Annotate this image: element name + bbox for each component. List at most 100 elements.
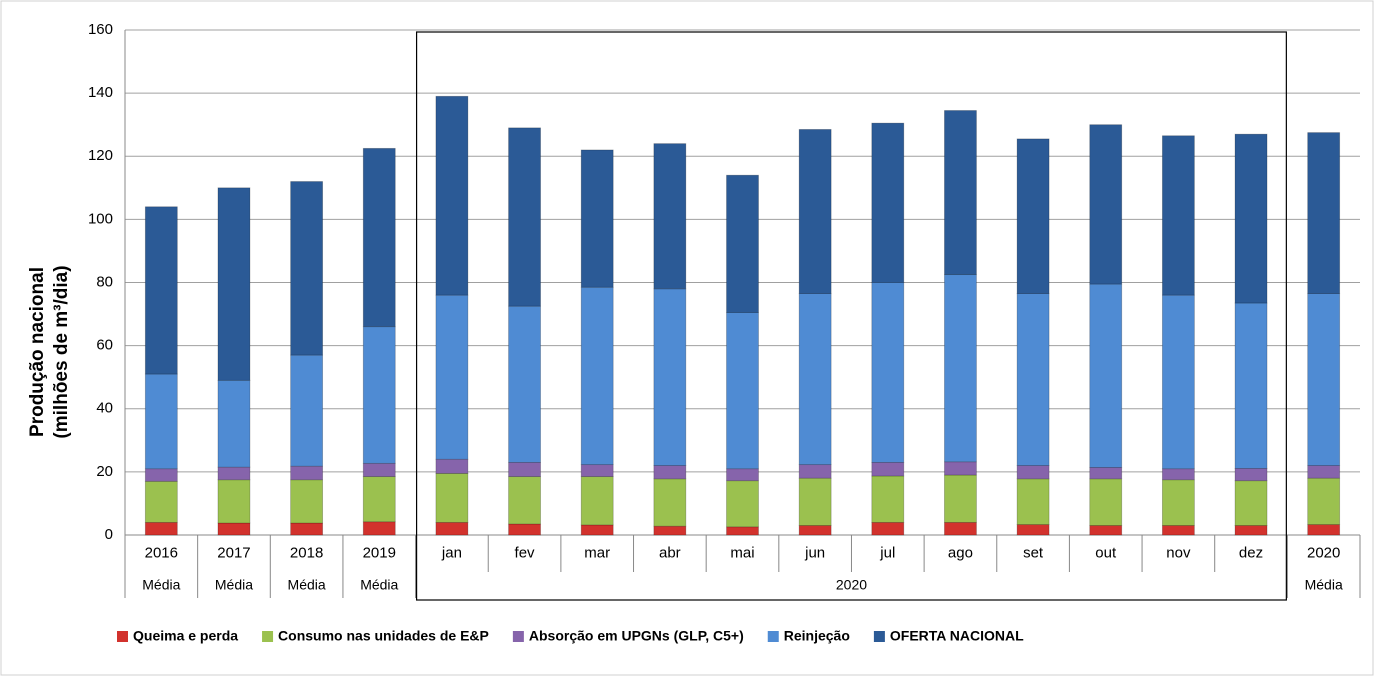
bar-segment xyxy=(1089,283,1123,468)
bar-segment xyxy=(217,479,251,524)
group-frame xyxy=(415,31,1287,601)
x-tick-label: out xyxy=(1095,544,1117,561)
bar-segment xyxy=(1016,138,1050,294)
bar-segment xyxy=(1089,478,1123,526)
bar-segment xyxy=(362,462,396,478)
bar-segment xyxy=(580,149,614,288)
bar-segment xyxy=(508,476,541,525)
legend-swatch xyxy=(117,631,128,642)
bar-segment xyxy=(871,475,905,523)
legend-label: Consumo nas unidades de E&P xyxy=(278,628,489,644)
x-tick-label: jan xyxy=(441,544,462,561)
bar-segment xyxy=(217,187,251,381)
bar-segment xyxy=(1089,124,1123,285)
bar-segment xyxy=(653,143,687,290)
bar-segment xyxy=(1161,135,1195,296)
x-tick-label: nov xyxy=(1166,544,1191,561)
legend-label: Queima e perda xyxy=(133,628,238,644)
x-tick-label: 2020 xyxy=(1307,544,1340,561)
bar-segment xyxy=(144,480,178,523)
bar-segment xyxy=(798,525,832,536)
bar-segment xyxy=(508,462,541,478)
x-tick-label: 2016 xyxy=(145,544,178,561)
bar-segment xyxy=(435,294,469,460)
bar-segment xyxy=(798,477,832,526)
bar-segment xyxy=(1161,468,1195,481)
group-label: 2020 xyxy=(836,577,867,593)
bar-segment xyxy=(726,468,759,482)
bar-segment xyxy=(435,458,469,474)
bar-segment xyxy=(1089,467,1123,480)
bar-segment xyxy=(362,521,396,536)
legend-label: OFERTA NACIONAL xyxy=(890,628,1024,644)
bar-segment xyxy=(944,461,977,476)
bar-segment xyxy=(290,479,324,524)
x-tick-label: ago xyxy=(948,544,973,561)
bar-segment xyxy=(726,480,759,528)
bar-segment xyxy=(871,521,905,536)
x-tick-label: dez xyxy=(1239,544,1263,561)
bar-segment xyxy=(944,274,977,463)
legend-swatch xyxy=(767,631,779,642)
bar-segment xyxy=(144,206,178,375)
y-tick-label: 140 xyxy=(88,84,113,101)
bar-segment xyxy=(653,288,687,466)
bar-segment xyxy=(144,468,178,482)
bar-segment xyxy=(798,464,832,479)
x-tick-label: abr xyxy=(659,544,681,561)
x-tick-label: set xyxy=(1023,544,1044,561)
bar-segment xyxy=(362,476,396,523)
x-tick-label: 2019 xyxy=(363,544,396,561)
y-axis-label: (milhões de m³/dia) xyxy=(51,265,72,438)
bar-segment xyxy=(362,147,396,328)
bar-segment xyxy=(1307,477,1341,525)
bar-segment xyxy=(217,522,251,536)
bar-segment xyxy=(871,282,905,463)
group-label: Média xyxy=(142,577,180,593)
bar-segment xyxy=(1161,294,1195,470)
y-axis-label: Produção nacional xyxy=(27,267,48,437)
bar-segment xyxy=(1089,525,1123,536)
y-tick-label: 20 xyxy=(96,463,113,480)
bar-segment xyxy=(217,466,251,481)
bar-segment xyxy=(144,521,178,536)
x-tick-label: jul xyxy=(879,544,895,561)
bar-segment xyxy=(362,326,396,464)
bar-segment xyxy=(1161,525,1195,536)
bar-segment xyxy=(798,293,832,466)
bar-segment xyxy=(944,521,977,536)
bar-segment xyxy=(871,462,905,477)
bar-segment xyxy=(1234,525,1268,536)
bar-segment xyxy=(726,312,759,470)
bar-segment xyxy=(1307,132,1341,294)
legend-label: Reinjeção xyxy=(784,628,850,644)
bar-segment xyxy=(508,127,541,307)
bar-segment xyxy=(944,474,977,523)
y-tick-label: 80 xyxy=(96,273,113,290)
legend-swatch xyxy=(512,631,524,642)
bar-segment xyxy=(580,286,614,466)
bar-segment xyxy=(217,379,251,468)
bar-segment xyxy=(1161,479,1195,526)
bar-segment xyxy=(580,464,614,478)
bar-segment xyxy=(1307,293,1341,466)
x-tick-label: 2018 xyxy=(290,544,323,561)
bar-segment xyxy=(1016,478,1050,525)
group-label: Média xyxy=(288,577,326,593)
x-tick-label: mai xyxy=(730,544,754,561)
group-label: Média xyxy=(215,577,253,593)
bar-segment xyxy=(435,473,469,523)
bar-segment xyxy=(290,465,324,481)
bar-segment xyxy=(508,305,541,463)
bar-segment xyxy=(290,181,324,356)
bar-segment xyxy=(580,524,614,536)
group-label: Média xyxy=(1305,577,1343,593)
bar-segment xyxy=(290,522,324,536)
x-tick-label: jun xyxy=(804,544,825,561)
bar-segment xyxy=(580,476,614,526)
y-tick-label: 100 xyxy=(88,210,113,227)
group-label: Média xyxy=(360,577,398,593)
x-tick-label: fev xyxy=(515,544,536,561)
y-tick-label: 40 xyxy=(96,400,113,417)
